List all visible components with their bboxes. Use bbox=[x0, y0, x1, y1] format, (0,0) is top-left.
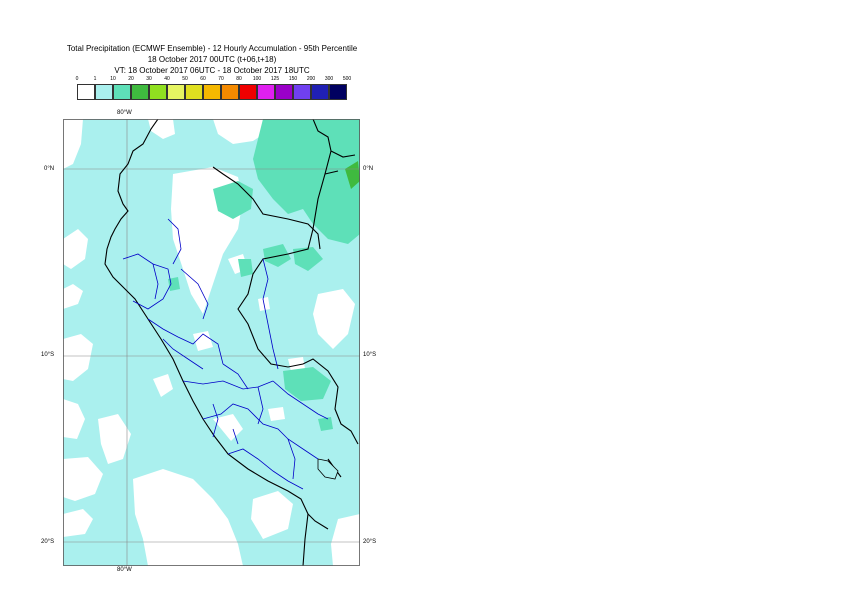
legend-level-label: 20 bbox=[128, 76, 134, 82]
legend-color-box bbox=[203, 84, 221, 100]
legend-level-label: 80 bbox=[236, 76, 242, 82]
legend-color-box bbox=[95, 84, 113, 100]
map-frame bbox=[63, 119, 360, 566]
legend-level-label: 1 bbox=[93, 76, 97, 82]
lat-label-0-left: 0°N bbox=[44, 166, 55, 172]
legend-color-box bbox=[167, 84, 185, 100]
legend-color-box bbox=[77, 84, 95, 100]
legend-color-box bbox=[131, 84, 149, 100]
legend-color-box bbox=[293, 84, 311, 100]
lat-label-20s-right: 20°S bbox=[363, 539, 377, 545]
legend-color-box bbox=[257, 84, 275, 100]
legend-level-label: 0 bbox=[75, 76, 79, 82]
coastline-and-borders bbox=[104, 119, 359, 566]
precip-field-10-20 bbox=[168, 119, 360, 431]
lat-label-10s-right: 10°S bbox=[363, 352, 377, 358]
legend-level-label: 30 bbox=[146, 76, 152, 82]
regional-boundaries bbox=[122, 218, 329, 490]
lat-label-10s-left: 10°S bbox=[41, 352, 55, 358]
legend-level-label: 500 bbox=[342, 76, 352, 82]
legend-level-label: 100 bbox=[252, 76, 262, 82]
legend-color-box bbox=[113, 84, 131, 100]
legend-color-box bbox=[221, 84, 239, 100]
legend-color-box bbox=[239, 84, 257, 100]
lat-label-0-right: 0°N bbox=[363, 166, 374, 172]
lat-label-20s-left: 20°S bbox=[41, 539, 55, 545]
lon-label-top: 80°W bbox=[117, 110, 132, 116]
graticule bbox=[63, 119, 360, 566]
legend-level-label: 125 bbox=[270, 76, 280, 82]
lon-label-bottom: 80°W bbox=[117, 567, 132, 573]
precipitation-map bbox=[63, 119, 360, 566]
legend-color-box bbox=[185, 84, 203, 100]
legend-color-box bbox=[311, 84, 329, 100]
legend-level-label: 300 bbox=[324, 76, 334, 82]
title-line-3: VT: 18 October 2017 06UTC - 18 October 2… bbox=[114, 66, 310, 75]
legend-level-label: 150 bbox=[288, 76, 298, 82]
legend-level-label: 70 bbox=[218, 76, 224, 82]
legend-color-box bbox=[329, 84, 347, 100]
precip-field-20-30 bbox=[345, 161, 360, 189]
title-line-1: Total Precipitation (ECMWF Ensemble) - 1… bbox=[66, 44, 358, 53]
legend-color-box bbox=[149, 84, 167, 100]
title-line-2: 18 October 2017 00UTC (t+06,t+18) bbox=[147, 55, 277, 64]
legend-level-label: 60 bbox=[200, 76, 206, 82]
lake-titicaca bbox=[317, 458, 339, 480]
legend-level-label: 50 bbox=[182, 76, 188, 82]
legend-color-box bbox=[275, 84, 293, 100]
legend-level-label: 10 bbox=[110, 76, 116, 82]
legend-level-label: 200 bbox=[306, 76, 316, 82]
legend-level-label: 40 bbox=[164, 76, 170, 82]
